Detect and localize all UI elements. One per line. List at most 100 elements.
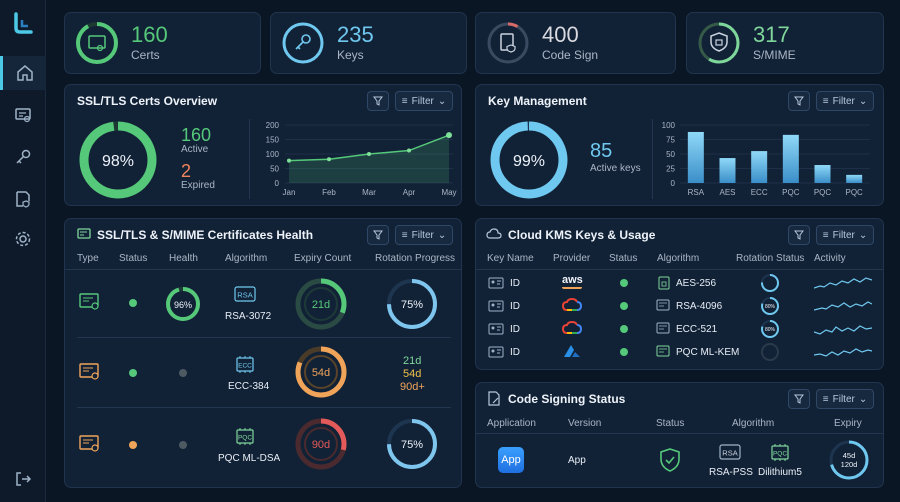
lock-doc-icon xyxy=(658,276,670,290)
gcp-logo-icon xyxy=(562,320,582,334)
col-key-name: Key Name xyxy=(487,253,534,264)
chevron-down-icon: ⌄ xyxy=(858,393,868,405)
x-tick-label: PQC xyxy=(814,188,832,197)
certificate-icon xyxy=(79,435,99,452)
funnel-icon xyxy=(794,96,804,106)
svg-text:96%: 96% xyxy=(174,300,192,310)
stat-card-keys[interactable]: 235 Keys xyxy=(270,12,467,74)
y-tick-label: 25 xyxy=(666,165,675,174)
y-tick-label: 100 xyxy=(266,150,280,159)
expiry-ring: 54d xyxy=(295,346,347,398)
gear-icon xyxy=(15,231,31,247)
active-count: 160 xyxy=(181,125,212,145)
funnel-icon xyxy=(373,96,383,106)
document-pen-icon xyxy=(488,391,500,406)
filter-icon-button[interactable] xyxy=(367,91,389,111)
rotation-ring: 75% xyxy=(387,279,437,329)
status-dot xyxy=(620,279,628,287)
rsa-badge-icon xyxy=(656,299,670,311)
status-dot xyxy=(620,302,628,310)
filter-dropdown[interactable]: ≡ Filter ⌄ xyxy=(395,225,453,245)
aws-smile-icon xyxy=(562,287,582,289)
key-management-title: Key Management xyxy=(488,94,587,108)
sidebar-item-settings[interactable] xyxy=(0,222,46,256)
filter-dropdown[interactable]: ≡ Filter ⌄ xyxy=(816,389,874,409)
y-tick-label: 150 xyxy=(266,136,280,145)
sidebar-item-keys[interactable] xyxy=(0,140,46,174)
y-tick-label: 75 xyxy=(666,136,675,145)
algorithm-name: PQC ML-KEM xyxy=(676,347,740,358)
algorithm-name: AES-256 xyxy=(676,278,717,289)
cloud-icon xyxy=(486,228,502,239)
health-ring: 96% xyxy=(166,287,200,321)
filter-icon-button[interactable] xyxy=(788,91,810,111)
rotation-ring: 75% xyxy=(387,419,437,469)
pqc-chip-icon: PQC xyxy=(236,428,254,445)
algorithm-name: ECC-384 xyxy=(228,381,270,392)
bar xyxy=(751,151,768,183)
smime-count: 317 xyxy=(753,22,790,47)
svg-text:54d: 54d xyxy=(312,367,330,379)
stat-card-code-sign[interactable]: 400 Code Sign xyxy=(475,12,676,74)
col-status: Status xyxy=(119,253,148,264)
col-provider: Provider xyxy=(553,253,591,264)
key-name: ID xyxy=(510,301,520,312)
y-tick-label: 0 xyxy=(671,179,676,188)
rotation-line-1: 21d xyxy=(403,355,422,367)
data-point xyxy=(446,132,452,139)
col-health: Health xyxy=(169,253,198,264)
x-tick-label: Apr xyxy=(403,188,416,197)
gcp-logo-icon xyxy=(562,297,582,311)
filter-icon-button[interactable] xyxy=(788,225,810,245)
sidebar-item-certificates[interactable] xyxy=(0,98,46,132)
algorithm-name: RSA-3072 xyxy=(225,311,272,322)
y-tick-label: 200 xyxy=(266,121,280,130)
y-tick-label: 50 xyxy=(270,165,279,174)
filter-dropdown[interactable]: ≡ Filter ⌄ xyxy=(816,91,874,111)
certificate-icon xyxy=(76,22,118,64)
certificate-icon xyxy=(15,108,31,123)
chevron-down-icon: ⌄ xyxy=(858,229,868,241)
chevron-down-icon: ⌄ xyxy=(437,229,447,241)
filter-icon-button[interactable] xyxy=(788,389,810,409)
algorithm-name: PQC ML-DSA xyxy=(218,453,281,464)
smime-shield-icon xyxy=(698,22,740,64)
bar xyxy=(846,174,863,183)
bar xyxy=(782,134,799,183)
x-tick-label: AES xyxy=(719,188,735,197)
key-name: ID xyxy=(510,324,520,335)
expired-label: Expired xyxy=(181,180,215,191)
x-tick-label: Mar xyxy=(362,188,376,197)
id-card-icon xyxy=(488,346,504,358)
filter-dropdown[interactable]: ≡ Filter ⌄ xyxy=(816,225,874,245)
ssl-donut: 98% xyxy=(79,121,157,199)
sidebar-item-home[interactable] xyxy=(0,56,46,90)
algorithm-name: RSA-PSS xyxy=(709,467,753,478)
x-tick-label: Jan xyxy=(283,188,296,197)
sidebar-item-code-sign[interactable] xyxy=(0,182,46,216)
col-algorithm: Algorithm xyxy=(225,253,268,264)
key-name: ID xyxy=(510,347,520,358)
svg-text:75%: 75% xyxy=(401,439,423,451)
active-keys-label: Active keys xyxy=(590,163,641,174)
svg-text:RSA: RSA xyxy=(722,449,737,458)
code-sign-label: Code Sign xyxy=(542,48,599,62)
filter-lines-icon: ≡ xyxy=(401,95,408,107)
filter-dropdown[interactable]: ≡ Filter ⌄ xyxy=(395,91,453,111)
smime-label: S/MIME xyxy=(753,48,796,62)
algorithm-name: ECC-521 xyxy=(676,324,718,335)
sidebar-item-logout[interactable] xyxy=(0,462,46,496)
filter-icon-button[interactable] xyxy=(367,225,389,245)
stat-card-certs[interactable]: 160 Certs xyxy=(64,12,261,74)
rotation-status-ring: 80% xyxy=(761,297,779,315)
col-activity: Activity xyxy=(814,253,846,264)
ecc-chip-icon: ECC xyxy=(236,356,254,373)
keys-percent: 99% xyxy=(513,153,545,170)
svg-text:75%: 75% xyxy=(401,299,423,311)
col-expiry-count: Expiry Count xyxy=(294,253,352,264)
key-icon xyxy=(16,149,31,164)
stat-card-smime[interactable]: 317 S/MIME xyxy=(686,12,884,74)
col-expiry: Expiry xyxy=(834,418,862,429)
status-dot xyxy=(129,369,137,377)
